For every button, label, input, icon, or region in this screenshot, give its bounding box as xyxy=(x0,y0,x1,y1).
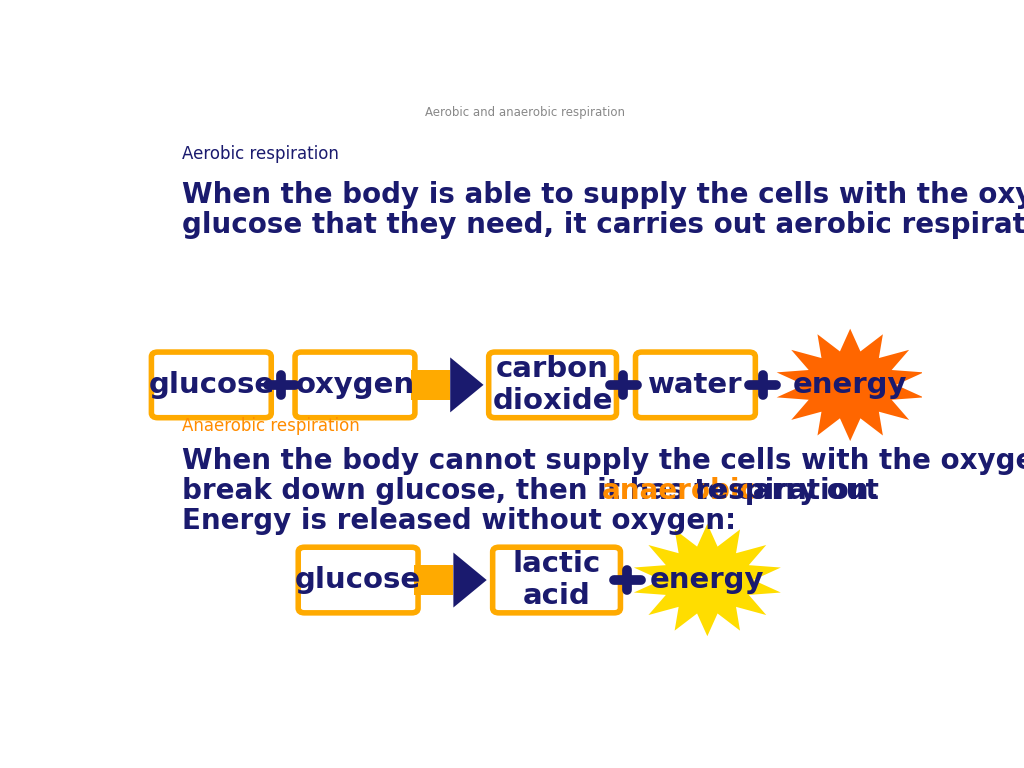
Text: glucose that they need, it carries out aerobic respiration.: glucose that they need, it carries out a… xyxy=(182,211,1024,239)
FancyBboxPatch shape xyxy=(493,548,621,613)
FancyBboxPatch shape xyxy=(488,352,616,418)
Text: When the body cannot supply the cells with the oxygen needed to: When the body cannot supply the cells wi… xyxy=(182,447,1024,475)
Text: Anaerobic respiration: Anaerobic respiration xyxy=(182,417,359,435)
Text: energy: energy xyxy=(650,566,765,594)
Text: anaerobic: anaerobic xyxy=(601,478,757,505)
Text: break down glucose, then it has to carry out: break down glucose, then it has to carry… xyxy=(182,478,889,505)
Polygon shape xyxy=(776,329,924,441)
Polygon shape xyxy=(634,524,781,636)
Text: glucose: glucose xyxy=(295,566,421,594)
Polygon shape xyxy=(414,564,454,595)
Text: When the body is able to supply the cells with the oxygen and: When the body is able to supply the cell… xyxy=(182,181,1024,209)
Text: Energy is released without oxygen:: Energy is released without oxygen: xyxy=(182,508,736,535)
Text: water: water xyxy=(648,371,742,399)
Text: oxygen: oxygen xyxy=(295,371,415,399)
Text: Aerobic and anaerobic respiration: Aerobic and anaerobic respiration xyxy=(425,106,625,119)
FancyBboxPatch shape xyxy=(636,352,756,418)
Text: carbon
dioxide: carbon dioxide xyxy=(493,356,612,415)
Text: respiration.: respiration. xyxy=(685,478,879,505)
Text: Aerobic respiration: Aerobic respiration xyxy=(182,145,339,164)
Polygon shape xyxy=(411,369,451,400)
Polygon shape xyxy=(451,357,483,412)
Polygon shape xyxy=(454,552,486,607)
Text: lactic
acid: lactic acid xyxy=(512,551,601,610)
FancyBboxPatch shape xyxy=(298,548,418,613)
FancyBboxPatch shape xyxy=(295,352,415,418)
Text: energy: energy xyxy=(793,371,907,399)
Text: glucose: glucose xyxy=(148,371,274,399)
FancyBboxPatch shape xyxy=(152,352,271,418)
